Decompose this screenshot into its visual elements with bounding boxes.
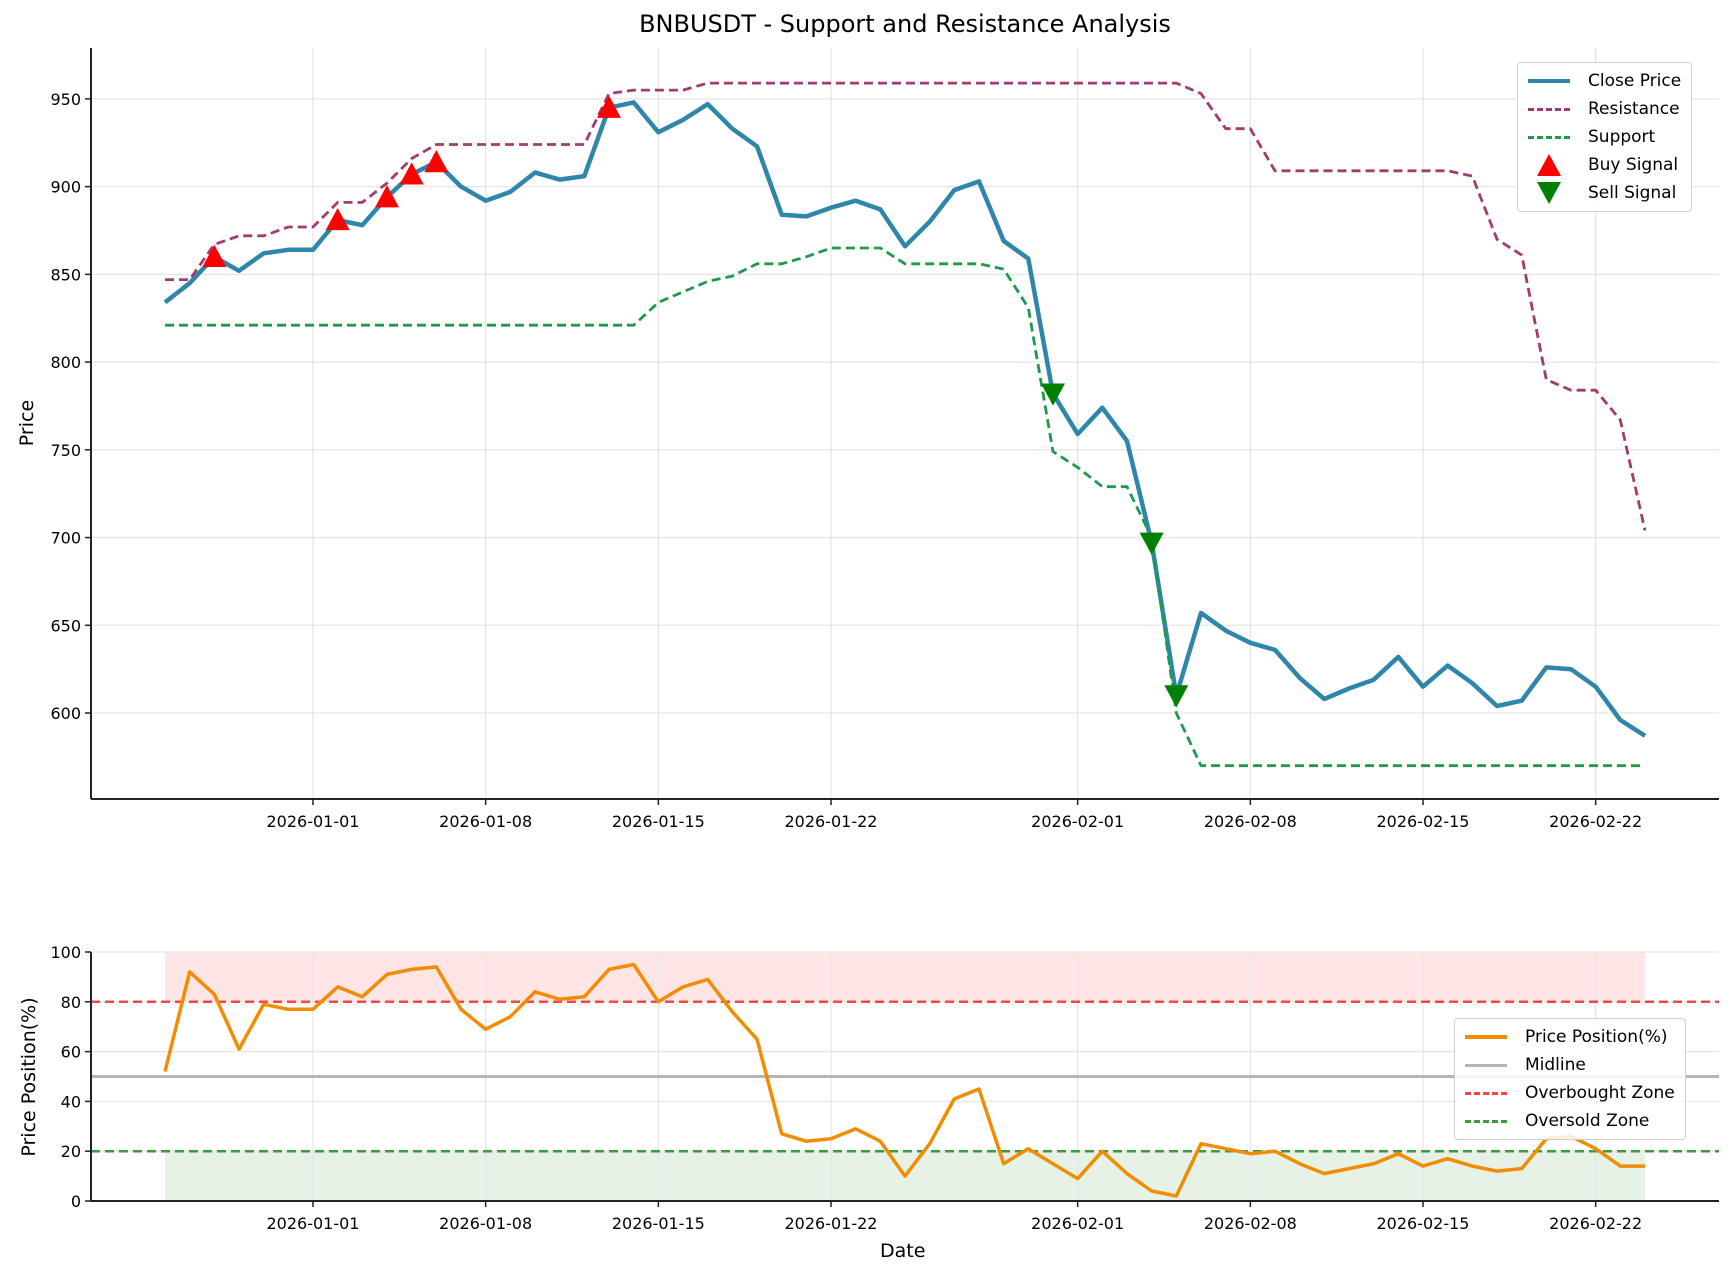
- legend-label: Price Position(%): [1525, 1027, 1668, 1047]
- solid-line-icon: [1465, 1035, 1507, 1039]
- position-panel: 0 20 40 60 80 100 2026-01-01 2026-01-08 2026-01-…: [50, 943, 1719, 1233]
- x-tick-label: 2026-01-08: [439, 812, 532, 831]
- solid-line-icon: [1528, 79, 1570, 83]
- dashed-line-icon: [1465, 1092, 1507, 1095]
- y-tick-label: 20: [61, 1142, 81, 1161]
- legend-label: Sell Signal: [1588, 183, 1677, 203]
- legend-item-close: Close Price: [1526, 67, 1681, 95]
- legend-label: Buy Signal: [1588, 155, 1679, 175]
- legend-item-resistance: Resistance: [1526, 95, 1681, 123]
- dashed-line-icon: [1528, 136, 1570, 139]
- x-tick-label: 2026-02-01: [1031, 1214, 1124, 1233]
- series-line-support: [165, 246, 1645, 768]
- legend-item-overbought: Overbought Zone: [1463, 1079, 1675, 1107]
- dashed-line-icon: [1465, 1120, 1507, 1123]
- x-tick-label: 2026-02-22: [1549, 1214, 1642, 1233]
- chart-title: BNBUSDT - Support and Resistance Analysi…: [639, 10, 1171, 38]
- x-tick-label: 2026-01-01: [267, 812, 360, 831]
- legend-item-oversold: Oversold Zone: [1463, 1107, 1675, 1135]
- date-axis-label: Date: [880, 1240, 926, 1262]
- price-legend: Close Price Resistance Support Buy Signa…: [1517, 62, 1693, 212]
- buy-signal-marker: [399, 162, 424, 185]
- buy-signal-marker: [375, 185, 399, 208]
- legend-label: Oversold Zone: [1525, 1111, 1650, 1131]
- zone-band: [165, 952, 1645, 1002]
- buy-signal-marker: [424, 150, 449, 173]
- y-tick-label: 900: [50, 178, 81, 197]
- solid-line-icon: [1465, 1064, 1507, 1067]
- x-tick-label: 2026-01-15: [612, 812, 705, 831]
- x-tick-label: 2026-02-15: [1377, 1214, 1470, 1233]
- x-tick-label: 2026-02-15: [1377, 812, 1470, 831]
- y-tick-label: 750: [50, 441, 81, 460]
- series-line-resistance: [165, 81, 1647, 531]
- position-legend: Price Position(%) Midline Overbought Zon…: [1454, 1018, 1686, 1140]
- legend-label: Close Price: [1588, 71, 1682, 91]
- sell-signal-marker: [1041, 383, 1065, 406]
- x-tick-label: 2026-02-01: [1031, 812, 1124, 831]
- price-axis-label: Price: [16, 399, 38, 447]
- x-tick-label: 2026-01-01: [267, 1214, 360, 1233]
- dashed-line-icon: [1528, 108, 1570, 111]
- buy-signal-marker: [325, 207, 350, 231]
- sell-signal-marker: [1139, 532, 1164, 555]
- y-tick-label: 40: [61, 1092, 81, 1111]
- y-tick-label: 60: [61, 1043, 81, 1062]
- y-tick-label: 800: [50, 353, 81, 372]
- y-tick-label: 100: [50, 943, 81, 962]
- legend-label: Support: [1588, 127, 1656, 147]
- legend-label: Resistance: [1588, 99, 1680, 119]
- legend-item-midline: Midline: [1463, 1051, 1675, 1079]
- x-tick-label: 2026-01-22: [785, 812, 878, 831]
- x-tick-label: 2026-02-22: [1549, 812, 1642, 831]
- legend-label: Midline: [1525, 1055, 1586, 1075]
- y-tick-label: 600: [50, 704, 81, 723]
- sell-signal-marker: [1164, 685, 1189, 708]
- x-tick-label: 2026-01-08: [439, 1214, 532, 1233]
- y-tick-label: 0: [71, 1192, 81, 1211]
- y-tick-label: 650: [50, 616, 81, 635]
- legend-item-buy: Buy Signal: [1526, 151, 1681, 179]
- x-tick-label: 2026-02-08: [1204, 1214, 1297, 1233]
- position-axis-label: Price Position(%): [18, 997, 40, 1157]
- y-tick-label: 700: [50, 529, 81, 548]
- legend-item-position: Price Position(%): [1463, 1023, 1675, 1051]
- y-tick-label: 850: [50, 265, 81, 284]
- legend-item-support: Support: [1526, 123, 1681, 151]
- triangle-down-icon: [1537, 182, 1561, 204]
- buy-signal-marker: [202, 244, 227, 268]
- price-panel: 600 650 700 750 800 850 900 950 2026-01-01 2026-0…: [50, 48, 1719, 831]
- x-tick-label: 2026-01-15: [612, 1214, 705, 1233]
- legend-label: Overbought Zone: [1525, 1083, 1675, 1103]
- x-tick-label: 2026-02-08: [1204, 812, 1297, 831]
- buy-signal-marker: [597, 95, 621, 118]
- series-line-price-position-: [163, 962, 1645, 1198]
- y-tick-label: 80: [61, 993, 81, 1012]
- y-tick-label: 950: [50, 90, 81, 109]
- triangle-up-icon: [1537, 154, 1561, 176]
- x-tick-label: 2026-01-22: [785, 1214, 878, 1233]
- legend-item-sell: Sell Signal: [1526, 179, 1681, 207]
